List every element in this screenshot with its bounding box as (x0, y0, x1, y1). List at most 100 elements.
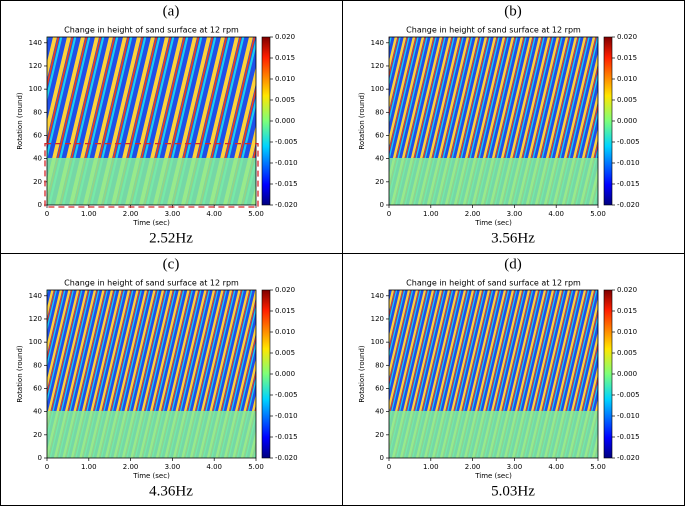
x-axis-label: Time (sec) (474, 472, 512, 480)
y-tick-label: 140 (371, 39, 384, 47)
stripe (47, 290, 80, 426)
x-tick-label: 1.00 (81, 210, 97, 218)
x-tick-label: 3.00 (507, 210, 523, 218)
heatmap-texture (47, 290, 256, 458)
y-tick-label: 100 (371, 85, 384, 93)
stripe (389, 37, 401, 87)
stripe (47, 37, 60, 89)
colorbar-tick-label: 0.000 (617, 370, 637, 378)
y-tick-label: 20 (33, 178, 42, 186)
stripe (47, 290, 73, 396)
stripe (389, 37, 408, 116)
stripe (389, 290, 404, 351)
colorbar-tick-label: 0.005 (617, 96, 637, 104)
y-tick-label: 40 (33, 408, 42, 416)
colorbar-tick-label: -0.005 (617, 138, 640, 146)
y-tick-label: 20 (375, 431, 384, 439)
stripe (47, 290, 66, 368)
colorbar-tick-label: -0.010 (617, 412, 640, 420)
y-axis-label: Rotation (round) (358, 345, 366, 403)
stripe (389, 290, 414, 392)
x-tick-label: 3.00 (507, 463, 523, 471)
colorbar-tick-label: -0.005 (275, 138, 298, 146)
x-tick-label: 0 (45, 210, 49, 218)
colorbar (261, 36, 271, 206)
colorbar (603, 36, 613, 206)
stripe (333, 37, 373, 205)
highlight-box (44, 142, 259, 208)
stripe (47, 290, 56, 325)
stripe (47, 290, 57, 332)
x-axis-label: Time (sec) (132, 472, 170, 480)
x-tick-label: 0 (387, 210, 391, 218)
x-tick-label: 1.00 (81, 463, 97, 471)
plot-frame (388, 36, 599, 206)
y-axis-label: Rotation (round) (16, 345, 24, 403)
colorbar-tick-label: -0.005 (275, 391, 298, 399)
x-tick-label: 3.00 (165, 210, 181, 218)
stripe (389, 290, 422, 426)
panel: (d) Change in height of sand surface at 1… (358, 256, 640, 499)
colorbar-tick-label: 0.015 (617, 54, 637, 62)
y-tick-label: 60 (33, 384, 42, 392)
colorbar-tick-label: -0.015 (617, 433, 640, 441)
frequency-caption: 4.36Hz (149, 483, 193, 499)
y-tick-label: 100 (29, 85, 42, 93)
colorbar-tick-label: 0.005 (275, 349, 295, 357)
colorbar-tick-label: 0.000 (617, 117, 637, 125)
y-tick-label: 60 (375, 384, 384, 392)
stripe (389, 290, 412, 385)
stripe (389, 37, 407, 110)
y-tick-label: 140 (29, 292, 42, 300)
stripe (47, 290, 63, 354)
colorbar-tick-label: -0.020 (617, 201, 640, 209)
y-tick-label: 120 (29, 62, 42, 70)
y-tick-label: 20 (33, 431, 42, 439)
stripe (389, 37, 416, 148)
colorbar-tick-label: -0.015 (275, 180, 298, 188)
y-tick-label: 0 (38, 201, 42, 209)
y-tick-label: 0 (38, 454, 42, 462)
heatmap-texture (47, 37, 256, 205)
colorbar-tick-label: -0.005 (617, 391, 640, 399)
x-tick-label: 4.00 (206, 463, 222, 471)
y-tick-label: 80 (33, 108, 42, 116)
stripe (47, 290, 81, 432)
panel: (b) Change in height of sand surface at 1… (333, 3, 640, 246)
heatmap-lower (47, 410, 256, 458)
x-tick-label: 4.00 (548, 463, 564, 471)
colorbar (603, 289, 613, 459)
stripe (47, 290, 74, 404)
colorbar-tick-label: -0.015 (617, 180, 640, 188)
y-tick-label: 0 (380, 201, 384, 209)
y-tick-label: 40 (33, 155, 42, 163)
y-tick-label: 80 (33, 361, 42, 369)
y-tick-label: 120 (29, 315, 42, 323)
panel-label: (c) (163, 256, 180, 272)
frequency-caption: 3.56Hz (491, 230, 535, 246)
chart-title: Change in height of sand surface at 12 r… (406, 26, 581, 35)
x-tick-label: 5.00 (248, 210, 264, 218)
y-axis-label: Rotation (round) (16, 92, 24, 150)
chart-title: Change in height of sand surface at 12 r… (64, 26, 239, 35)
colorbar-tick-label: 0.015 (617, 307, 637, 315)
x-tick-label: 1.00 (423, 463, 439, 471)
colorbar-tick-label: 0.020 (617, 286, 637, 294)
frequency-caption: 5.03Hz (491, 483, 535, 499)
frequency-caption: 2.52Hz (149, 230, 193, 246)
colorbar-tick-label: 0.015 (275, 307, 295, 315)
y-tick-label: 120 (371, 315, 384, 323)
plot-frame (388, 289, 599, 459)
colorbar-tick-label: 0.010 (617, 75, 637, 83)
colorbar-tick-label: -0.020 (617, 454, 640, 462)
colorbar-tick-label: 0.020 (617, 33, 637, 41)
x-axis-label: Time (sec) (474, 219, 512, 227)
colorbar-tick-label: 0.015 (275, 54, 295, 62)
panel-label: (b) (504, 3, 522, 19)
plot-frame (46, 36, 257, 206)
x-tick-label: 5.00 (590, 463, 606, 471)
y-tick-label: 140 (29, 39, 42, 47)
colorbar-tick-label: 0.005 (275, 96, 295, 104)
stripe (47, 37, 63, 102)
